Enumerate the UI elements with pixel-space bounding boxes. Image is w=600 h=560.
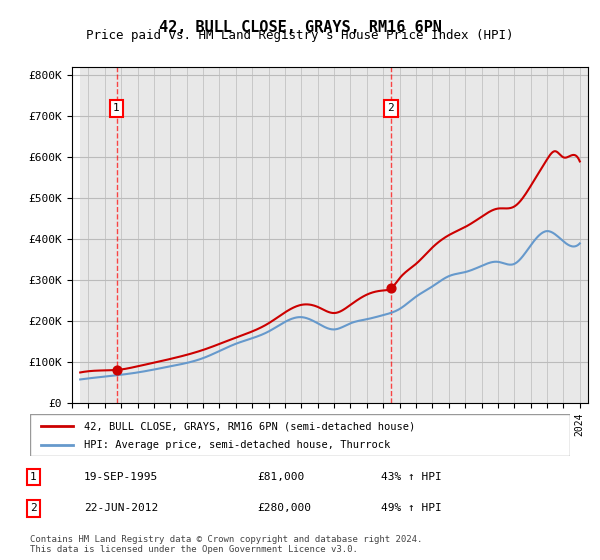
Text: 19-SEP-1995: 19-SEP-1995 [84,472,158,482]
Text: 2: 2 [388,103,394,113]
Point [112,366,121,375]
Text: 42, BULL CLOSE, GRAYS, RM16 6PN: 42, BULL CLOSE, GRAYS, RM16 6PN [158,20,442,35]
FancyBboxPatch shape [30,414,570,456]
FancyBboxPatch shape [80,67,588,403]
Text: 49% ↑ HPI: 49% ↑ HPI [381,503,442,514]
Text: 22-JUN-2012: 22-JUN-2012 [84,503,158,514]
Text: 1: 1 [30,472,37,482]
Text: 2: 2 [30,503,37,514]
Point [386,284,396,293]
Text: HPI: Average price, semi-detached house, Thurrock: HPI: Average price, semi-detached house,… [84,440,390,450]
Text: £81,000: £81,000 [257,472,304,482]
Text: Price paid vs. HM Land Registry's House Price Index (HPI): Price paid vs. HM Land Registry's House … [86,29,514,42]
Text: 43% ↑ HPI: 43% ↑ HPI [381,472,442,482]
Text: £280,000: £280,000 [257,503,311,514]
Text: 42, BULL CLOSE, GRAYS, RM16 6PN (semi-detached house): 42, BULL CLOSE, GRAYS, RM16 6PN (semi-de… [84,421,415,431]
Text: 1: 1 [113,103,120,113]
Text: Contains HM Land Registry data © Crown copyright and database right 2024.
This d: Contains HM Land Registry data © Crown c… [30,535,422,554]
